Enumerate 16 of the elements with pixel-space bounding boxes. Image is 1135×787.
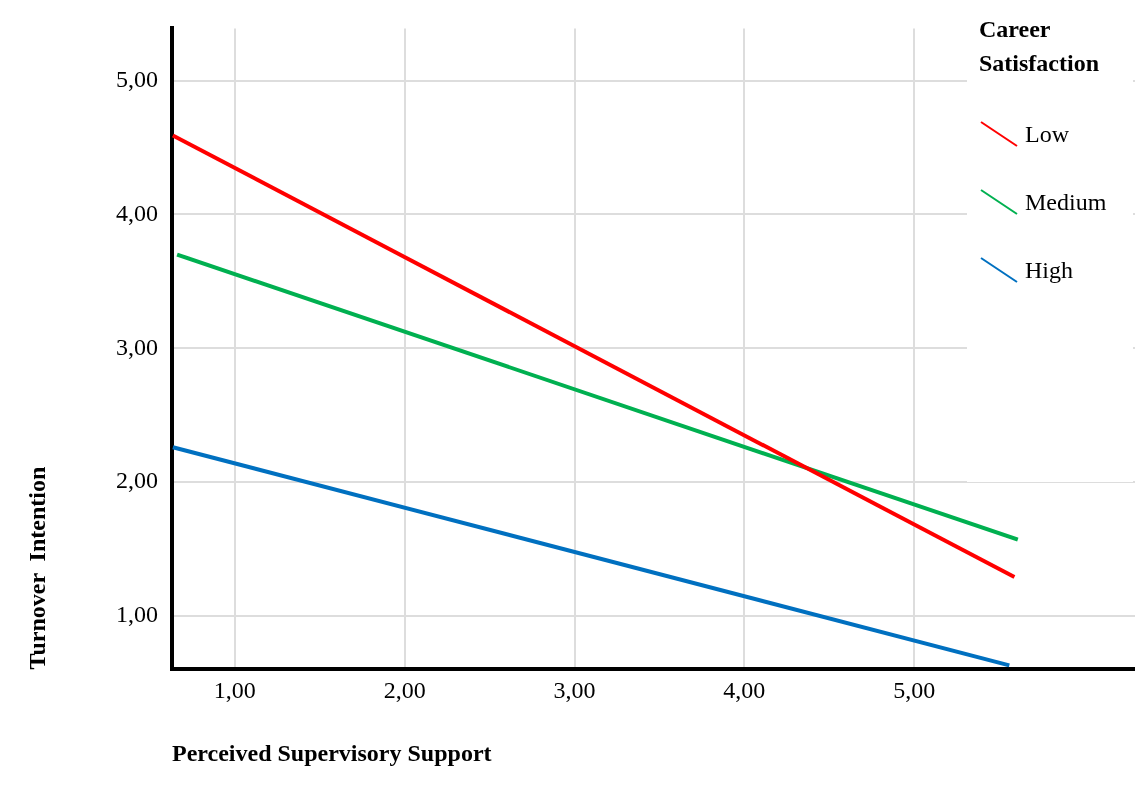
y-tick-label: 2,00 — [116, 467, 158, 494]
legend-label: High — [1025, 256, 1073, 284]
legend-label: Low — [1025, 120, 1069, 148]
legend-title: Career Satisfaction — [979, 15, 1100, 78]
y-axis-title: Turnover Intention — [23, 466, 50, 670]
x-tick-label: 1,00 — [213, 677, 256, 704]
y-tick-label: 3,00 — [116, 333, 158, 360]
x-tick-label: 2,00 — [383, 677, 426, 704]
y-tick-label: 5,00 — [116, 65, 158, 92]
x-tick-label: 3,00 — [553, 677, 596, 704]
x-tick-label: 5,00 — [893, 677, 936, 704]
x-axis-title: Perceived Supervisory Support — [172, 739, 492, 766]
y-tick-label: 4,00 — [116, 199, 158, 226]
x-tick-label: 4,00 — [723, 677, 766, 704]
y-tick-label: 1,00 — [116, 601, 158, 628]
legend-label: Medium — [1025, 188, 1107, 216]
